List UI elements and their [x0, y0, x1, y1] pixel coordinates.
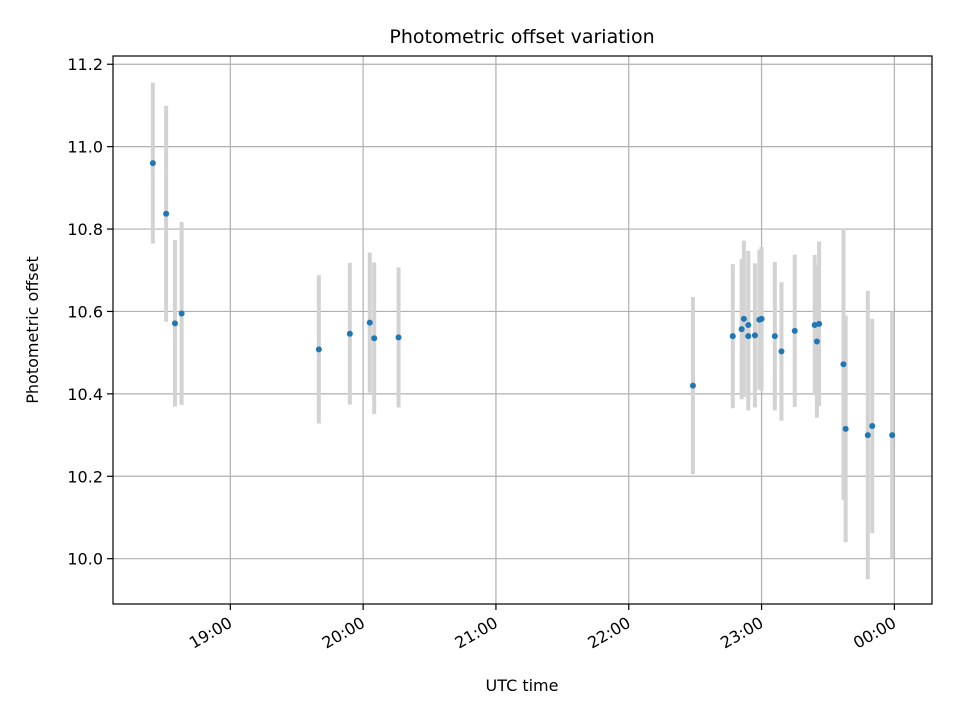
- data-point: [771, 333, 778, 340]
- x-axis-label: UTC time: [486, 676, 559, 695]
- data-point: [758, 315, 765, 322]
- data-point: [864, 432, 871, 439]
- data-point: [778, 348, 785, 355]
- data-point: [813, 338, 820, 345]
- y-axis-ticks: 10.0 10.2 10.4 10.6 10.8 11.0 11.2: [67, 55, 113, 569]
- y-tick-label: 10.6: [67, 302, 103, 321]
- y-tick-label: 11.2: [67, 55, 103, 74]
- data-point: [840, 361, 847, 368]
- plot-frame: [112, 55, 933, 605]
- y-tick-label: 10.2: [67, 467, 103, 486]
- data-point: [149, 160, 156, 167]
- data-point: [816, 320, 823, 327]
- data-point: [178, 310, 185, 317]
- data-point: [689, 382, 696, 389]
- y-tick-label: 10.4: [67, 385, 103, 404]
- y-axis-label: Photometric offset: [23, 256, 42, 404]
- data-point: [745, 322, 752, 329]
- data-point: [163, 210, 170, 217]
- data-point: [346, 330, 353, 337]
- y-tick-label: 11.0: [67, 138, 103, 157]
- data-point: [315, 346, 322, 353]
- data-point: [869, 423, 876, 430]
- data-point: [366, 319, 373, 326]
- y-tick-label: 10.8: [67, 220, 103, 239]
- data-point: [395, 334, 402, 341]
- data-point: [740, 315, 747, 322]
- y-tick-label: 10.0: [67, 550, 103, 569]
- data-point: [791, 327, 798, 334]
- data-point: [729, 333, 736, 340]
- data-point: [745, 333, 752, 340]
- data-point: [371, 335, 378, 342]
- data-point: [889, 432, 896, 439]
- data-point: [751, 332, 758, 339]
- data-point: [842, 425, 849, 432]
- data-point: [738, 326, 745, 333]
- data-point: [171, 320, 178, 327]
- chart-title: Photometric offset variation: [389, 26, 654, 48]
- data-points: [149, 160, 896, 439]
